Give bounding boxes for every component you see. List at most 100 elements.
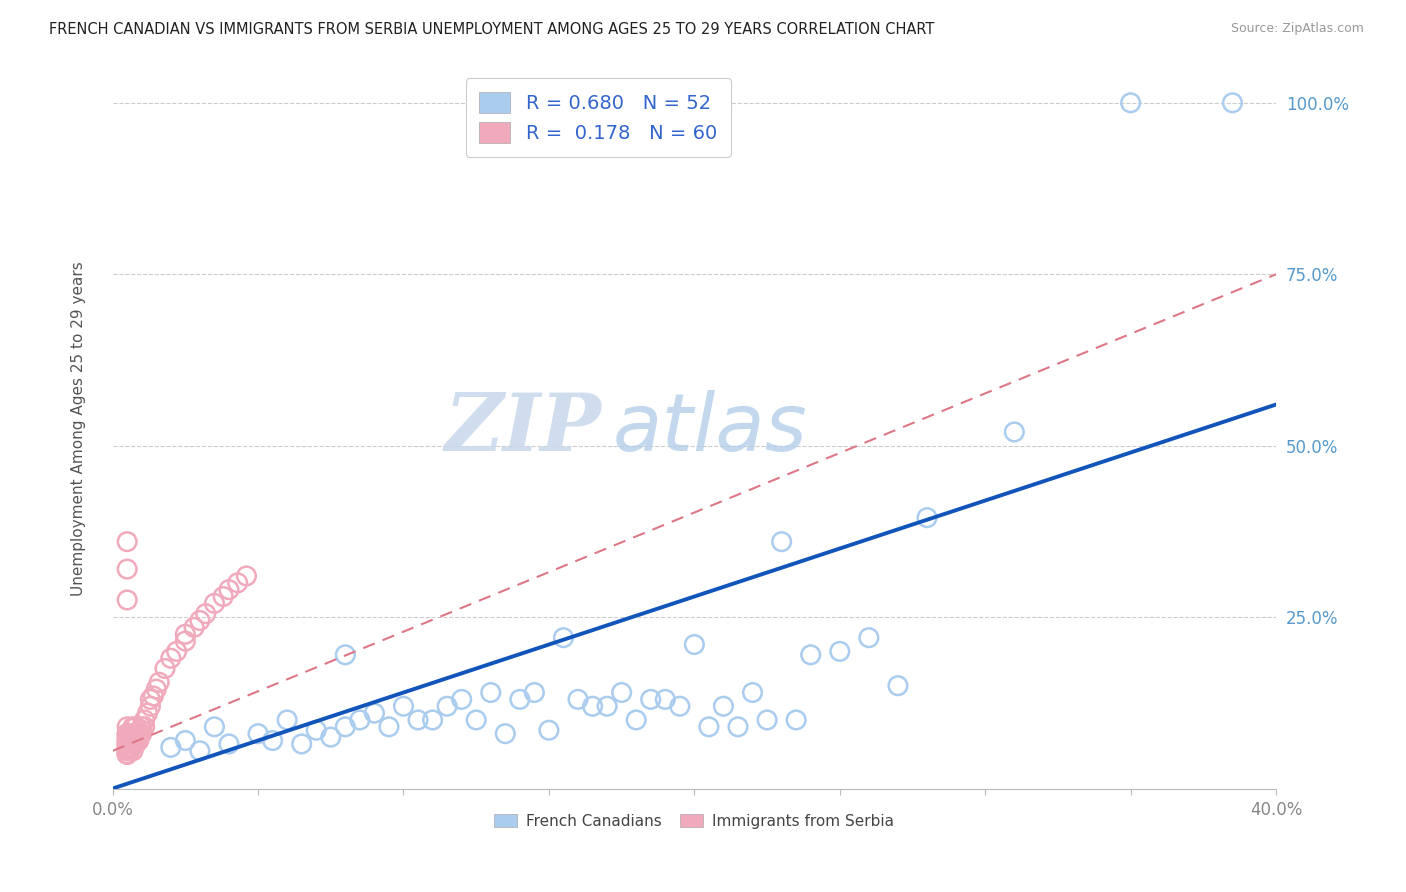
Point (174, 634, 197, 648)
Point (131, 720, 153, 734)
Point (136, 706, 159, 720)
Point (1222, 95, 1244, 110)
Point (450, 692, 472, 706)
Point (494, 726, 516, 740)
Point (115, 737, 138, 751)
Text: FRENCH CANADIAN VS IMMIGRANTS FROM SERBIA UNEMPLOYMENT AMONG AGES 25 TO 29 YEARS: FRENCH CANADIAN VS IMMIGRANTS FROM SERBI… (49, 22, 935, 37)
Point (174, 627, 197, 641)
Point (537, 723, 560, 738)
Point (145, 682, 167, 697)
Point (120, 730, 142, 744)
Point (235, 569, 257, 583)
Point (115, 733, 138, 747)
Point (122, 726, 145, 740)
Point (509, 692, 531, 706)
Point (122, 737, 145, 751)
Point (218, 582, 240, 597)
Point (120, 737, 142, 751)
Point (218, 737, 240, 751)
Point (120, 733, 142, 747)
Point (174, 733, 197, 747)
Point (115, 534, 138, 549)
Point (115, 744, 138, 758)
Point (125, 720, 148, 734)
Point (120, 740, 142, 755)
Point (122, 744, 145, 758)
Point (581, 699, 603, 714)
Point (392, 699, 415, 714)
Point (683, 638, 706, 652)
Point (697, 720, 720, 734)
Point (378, 720, 401, 734)
Point (115, 733, 138, 747)
Point (624, 713, 647, 727)
Point (166, 644, 188, 658)
Point (422, 713, 444, 727)
Point (115, 747, 138, 762)
Point (349, 713, 371, 727)
Point (262, 733, 284, 747)
Point (159, 740, 181, 755)
Text: atlas: atlas (613, 390, 807, 467)
Point (115, 747, 138, 762)
Point (115, 593, 138, 607)
Point (770, 534, 793, 549)
Point (654, 692, 676, 706)
Point (131, 723, 153, 738)
Point (523, 685, 546, 699)
Point (756, 713, 779, 727)
Point (305, 723, 328, 738)
Point (115, 744, 138, 758)
Point (183, 620, 205, 634)
Point (115, 726, 138, 740)
Point (610, 685, 633, 699)
Legend: French Canadians, Immigrants from Serbia: French Canadians, Immigrants from Serbia (488, 807, 901, 835)
Point (142, 689, 165, 703)
Point (887, 679, 910, 693)
Point (204, 596, 226, 610)
Point (291, 737, 314, 751)
Point (204, 720, 226, 734)
Point (139, 699, 162, 714)
Point (128, 726, 150, 740)
Point (727, 720, 749, 734)
Point (120, 744, 142, 758)
Point (131, 726, 153, 740)
Point (115, 747, 138, 762)
Text: Source: ZipAtlas.com: Source: ZipAtlas.com (1230, 22, 1364, 36)
Text: ZIP: ZIP (444, 390, 602, 467)
Point (465, 713, 488, 727)
Point (669, 699, 692, 714)
Point (134, 713, 156, 727)
Point (159, 651, 181, 665)
Point (276, 713, 298, 727)
Point (125, 726, 148, 740)
Point (125, 737, 148, 751)
Point (479, 685, 502, 699)
Point (115, 730, 138, 744)
Point (128, 733, 150, 747)
Point (640, 692, 662, 706)
Point (212, 590, 235, 604)
Point (139, 692, 162, 706)
Point (128, 730, 150, 744)
Point (800, 648, 823, 662)
Point (115, 740, 138, 755)
Point (828, 644, 851, 658)
Point (115, 726, 138, 740)
Point (436, 699, 458, 714)
Y-axis label: Unemployment Among Ages 25 to 29 years: Unemployment Among Ages 25 to 29 years (72, 261, 86, 596)
Point (122, 733, 145, 747)
Point (153, 661, 176, 675)
Point (120, 726, 142, 740)
Point (713, 699, 735, 714)
Point (596, 699, 619, 714)
Point (319, 730, 342, 744)
Point (115, 562, 138, 576)
Point (134, 720, 156, 734)
Point (567, 692, 589, 706)
Point (247, 726, 270, 740)
Point (858, 631, 880, 645)
Point (915, 510, 938, 524)
Point (335, 648, 357, 662)
